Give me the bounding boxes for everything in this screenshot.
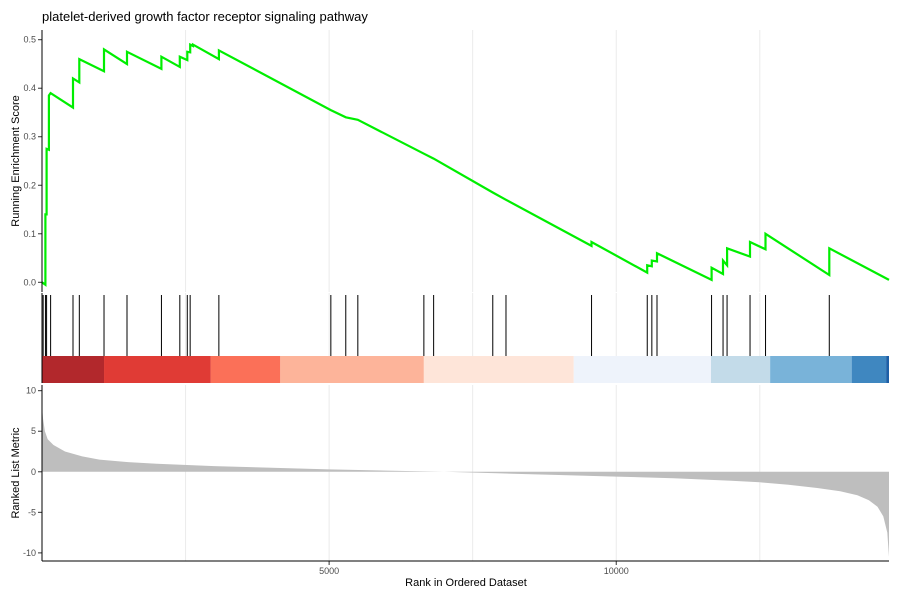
es-y-tick-label: 0.3 — [23, 132, 36, 142]
es-panel: 0.0 0.1 0.2 0.3 0.4 0.5 Running Enrichment Sc… — [10, 30, 890, 292]
es-y-tick-label: 0.1 — [23, 229, 36, 239]
color-bar-segment — [42, 356, 105, 383]
color-bar-segment — [104, 356, 211, 383]
color-bar-segment — [851, 356, 887, 383]
es-y-ticks: 0.0 0.1 0.2 0.3 0.4 0.5 — [23, 35, 42, 287]
es-y-tick-label: 0.0 — [23, 277, 36, 287]
color-bar-segment — [770, 356, 852, 383]
x-tick-label: 5000 — [319, 566, 339, 576]
color-bar-segment — [573, 356, 711, 383]
metric-y-tick-label: -10 — [23, 548, 36, 558]
metric-y-axis-label: Ranked List Metric — [10, 427, 22, 519]
running-enrichment-line — [41, 42, 890, 287]
metric-y-tick-label: 10 — [26, 386, 36, 396]
metric-y-tick-label: -5 — [28, 507, 36, 517]
es-y-tick-label: 0.4 — [23, 83, 36, 93]
ranked-metric-area — [42, 406, 889, 557]
metric-x-ticks: 5000 10000 — [319, 561, 629, 576]
es-panel-grid — [185, 30, 761, 292]
metric-y-ticks: 10 5 0 -5 -10 — [23, 386, 42, 558]
metric-y-tick-label: 0 — [31, 467, 36, 477]
chart-title: platelet-derived growth factor receptor … — [42, 9, 368, 24]
color-bar-segment — [886, 356, 889, 383]
color-bar-segment — [710, 356, 771, 383]
es-y-axis-label: Running Enrichment Score — [10, 95, 22, 226]
gene-hit-marks — [42, 295, 830, 356]
hits-panel — [41, 293, 889, 383]
rank-color-bar — [42, 356, 889, 383]
metric-y-tick-label: 5 — [31, 426, 36, 436]
es-y-tick-label: 0.2 — [23, 180, 36, 190]
color-bar-segment — [423, 356, 574, 383]
es-y-tick-label: 0.5 — [23, 35, 36, 45]
x-tick-label: 10000 — [604, 566, 629, 576]
metric-panel: 10 5 0 -5 -10 5000 10000 Ranked List Metric R… — [10, 385, 889, 589]
x-axis-label: Rank in Ordered Dataset — [405, 577, 527, 589]
color-bar-segment — [210, 356, 281, 383]
color-bar-segment — [280, 356, 424, 383]
